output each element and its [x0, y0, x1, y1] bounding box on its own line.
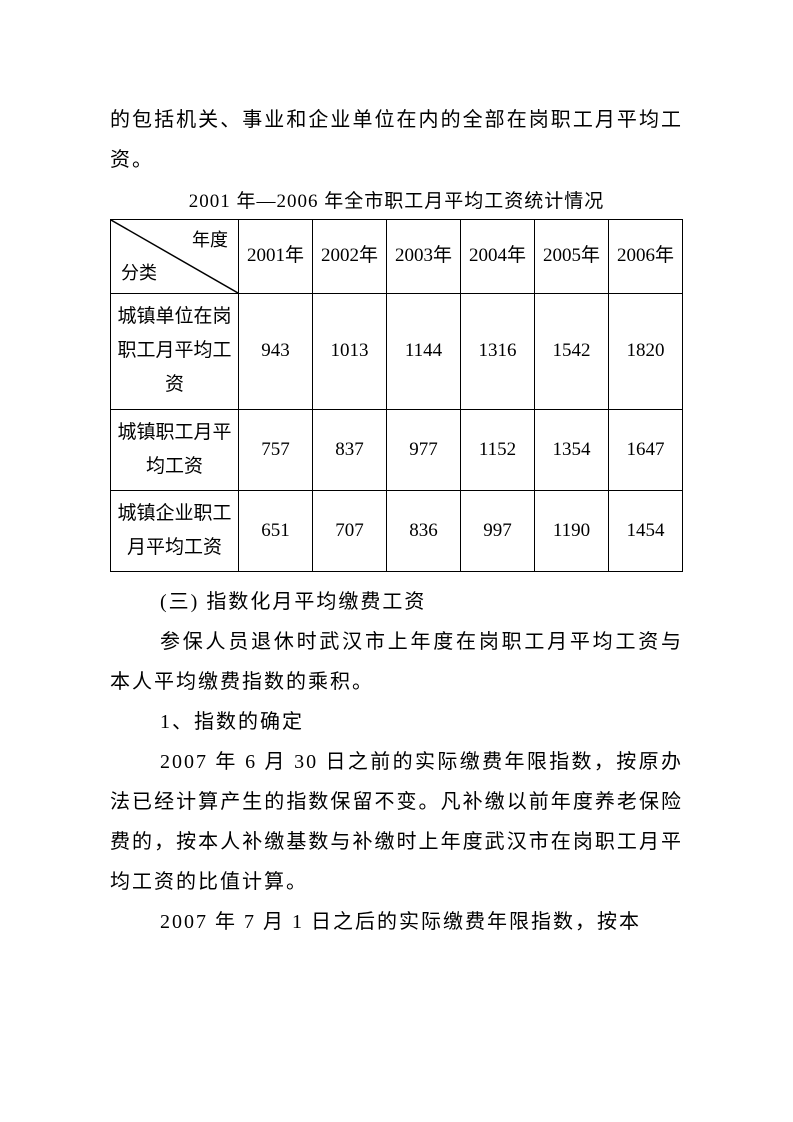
cell: 1820 [609, 294, 683, 410]
col-2003: 2003年 [387, 220, 461, 294]
table-header-row: 年度 分类 2001年 2002年 2003年 2004年 2005年 2006… [111, 220, 683, 294]
cell: 707 [313, 490, 387, 571]
row-label: 城镇企业职工月平均工资 [111, 490, 239, 571]
cell: 1542 [535, 294, 609, 410]
cell: 1152 [461, 409, 535, 490]
col-2004: 2004年 [461, 220, 535, 294]
cell: 1190 [535, 490, 609, 571]
diag-header-cell: 年度 分类 [111, 220, 239, 294]
cell: 757 [239, 409, 313, 490]
table-row: 城镇企业职工月平均工资 651 707 836 997 1190 1454 [111, 490, 683, 571]
para-before-2007: 2007 年 6 月 30 日之前的实际缴费年限指数，按原办法已经计算产生的指数… [110, 742, 683, 902]
cell: 1144 [387, 294, 461, 410]
cell: 1454 [609, 490, 683, 571]
col-2005: 2005年 [535, 220, 609, 294]
col-2001: 2001年 [239, 220, 313, 294]
para-definition: 参保人员退休时武汉市上年度在岗职工月平均工资与本人平均缴费指数的乘积。 [110, 622, 683, 702]
cell: 943 [239, 294, 313, 410]
row-label: 城镇单位在岗职工月平均工资 [111, 294, 239, 410]
row-label: 城镇职工月平均工资 [111, 409, 239, 490]
col-2006: 2006年 [609, 220, 683, 294]
para-sub1: 1、指数的确定 [110, 702, 683, 742]
cell: 1647 [609, 409, 683, 490]
intro-paragraph: 的包括机关、事业和企业单位在内的全部在岗职工月平均工资。 [110, 100, 683, 180]
cell: 1354 [535, 409, 609, 490]
cell: 836 [387, 490, 461, 571]
cell: 1013 [313, 294, 387, 410]
cell: 977 [387, 409, 461, 490]
cell: 1316 [461, 294, 535, 410]
table-row: 城镇单位在岗职工月平均工资 943 1013 1144 1316 1542 18… [111, 294, 683, 410]
cell: 997 [461, 490, 535, 571]
col-2002: 2002年 [313, 220, 387, 294]
wage-table: 年度 分类 2001年 2002年 2003年 2004年 2005年 2006… [110, 219, 683, 572]
diag-top-label: 年度 [192, 224, 228, 256]
cell: 837 [313, 409, 387, 490]
table-title: 2001 年—2006 年全市职工月平均工资统计情况 [110, 186, 683, 213]
diag-bottom-label: 分类 [121, 257, 157, 289]
section-heading: (三) 指数化月平均缴费工资 [110, 582, 683, 622]
table-row: 城镇职工月平均工资 757 837 977 1152 1354 1647 [111, 409, 683, 490]
para-after-2007: 2007 年 7 月 1 日之后的实际缴费年限指数，按本 [110, 902, 683, 942]
cell: 651 [239, 490, 313, 571]
